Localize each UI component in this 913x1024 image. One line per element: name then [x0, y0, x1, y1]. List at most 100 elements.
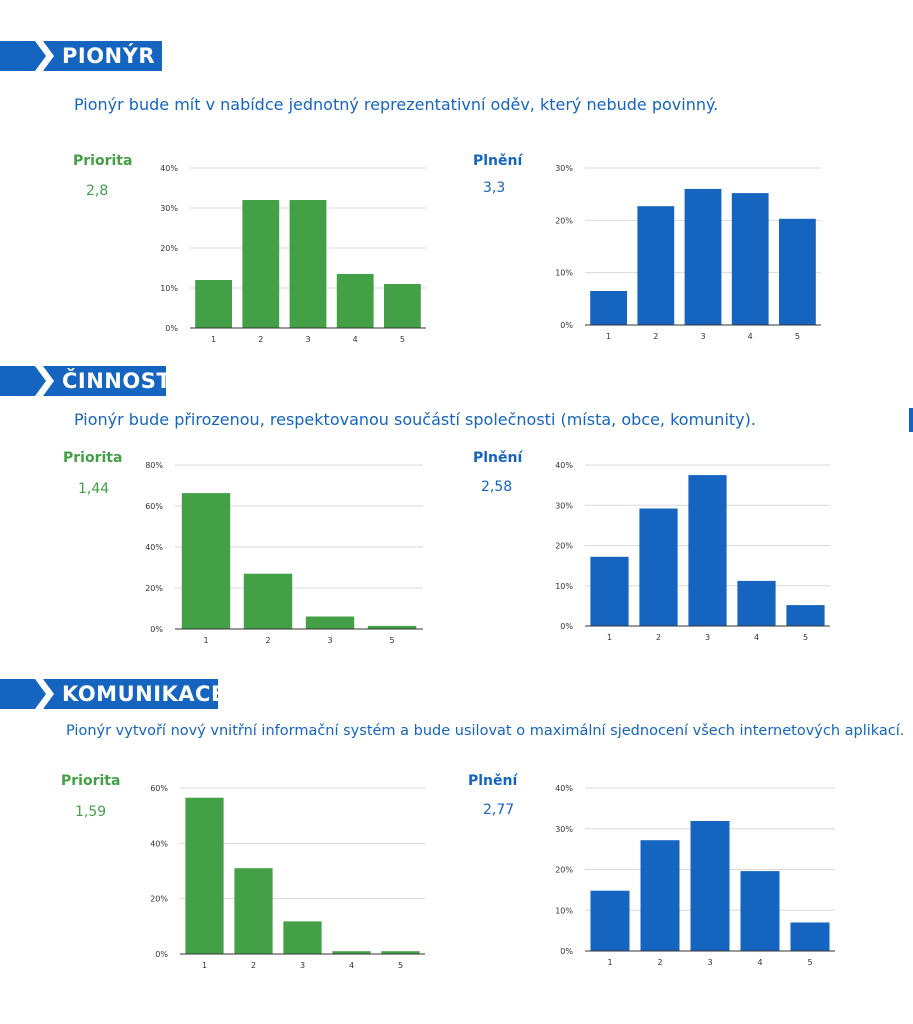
section-statement: Pionýr bude mít v nabídce jednotný repre…: [74, 95, 719, 114]
x-tick-label: 3: [707, 958, 712, 967]
bar: [740, 871, 780, 951]
y-tick-label: 30%: [555, 164, 573, 173]
x-tick-label: 2: [251, 961, 256, 970]
x-tick-label: 2: [258, 335, 263, 344]
x-tick-label: 2: [265, 636, 270, 645]
y-tick-label: 0%: [560, 622, 573, 631]
y-tick-label: 40%: [150, 839, 168, 848]
bar: [690, 821, 730, 951]
fulfillment-value: 2,77: [483, 802, 515, 818]
section-statement: Pionýr bude přirozenou, respektovanou so…: [74, 410, 756, 429]
y-tick-label: 30%: [160, 204, 178, 213]
bar: [737, 580, 776, 626]
y-tick-label: 20%: [555, 216, 573, 225]
chevron-right-icon: [35, 679, 54, 709]
bar: [234, 868, 273, 954]
bar: [684, 188, 722, 325]
priority-value: 2,8: [86, 183, 109, 199]
x-tick-label: 1: [202, 961, 207, 970]
bar: [384, 284, 421, 328]
section-title: PIONÝR: [62, 44, 156, 68]
fulfillment-value: 2,58: [481, 479, 513, 495]
y-tick-label: 20%: [150, 895, 168, 904]
section-banner-cinnost: ČINNOST: [0, 366, 166, 396]
y-tick-label: 10%: [555, 906, 573, 915]
y-tick-label: 10%: [160, 284, 178, 293]
bar: [367, 625, 417, 629]
y-tick-label: 20%: [160, 244, 178, 253]
priority-label: Priorita: [63, 450, 123, 466]
x-tick-label: 5: [807, 958, 812, 967]
y-tick-label: 20%: [145, 584, 163, 593]
bar: [786, 605, 825, 626]
priority-value: 1,44: [78, 481, 110, 497]
bar: [779, 218, 816, 325]
y-tick-label: 0%: [165, 324, 178, 333]
x-tick-label: 5: [795, 332, 800, 341]
fulfillment-label: Plnění: [473, 153, 523, 169]
bar: [639, 508, 678, 626]
y-tick-label: 0%: [155, 950, 168, 959]
fulfillment-chart-cinnost: 0% 10% 20% 30% 40% 1 2 3 4 5: [555, 461, 830, 642]
section-banner-pionyr: PIONÝR: [0, 41, 162, 71]
y-tick-label: 40%: [160, 164, 178, 173]
priority-chart-pionyr: 0% 10% 20% 30% 40% 1 2 3 4 5: [160, 164, 426, 344]
bar: [637, 206, 675, 325]
y-tick-label: 20%: [555, 866, 573, 875]
section-title: ČINNOST: [62, 369, 166, 393]
y-tick-label: 0%: [560, 321, 573, 330]
bar: [243, 573, 293, 629]
y-tick-label: 80%: [145, 461, 163, 470]
bar: [731, 193, 769, 325]
y-tick-label: 30%: [555, 501, 573, 510]
fulfillment-label: Plnění: [468, 773, 518, 789]
x-tick-label: 5: [400, 335, 405, 344]
x-tick-label: 4: [754, 633, 759, 642]
x-tick-label: 1: [607, 958, 612, 967]
x-tick-label: 4: [353, 335, 358, 344]
fulfillment-chart-komunikace: 0% 10% 20% 30% 40% 1 2 3 4 5: [555, 784, 835, 967]
priority-chart-cinnost: 0% 20% 40% 60% 80% 1 2 3 5: [145, 461, 423, 645]
bar: [195, 280, 232, 328]
chevron-right-icon: [35, 366, 54, 396]
x-tick-label: 1: [203, 636, 208, 645]
x-tick-label: 3: [305, 335, 310, 344]
x-tick-label: 3: [327, 636, 332, 645]
y-tick-label: 20%: [555, 542, 573, 551]
y-tick-label: 40%: [555, 784, 573, 793]
priority-chart-komunikace: 0% 20% 40% 60% 1 2 3 4 5: [150, 784, 425, 970]
y-tick-label: 0%: [560, 947, 573, 956]
section-title: KOMUNIKACE: [62, 682, 218, 706]
x-tick-label: 2: [656, 633, 661, 642]
x-tick-label: 5: [803, 633, 808, 642]
bar: [640, 840, 680, 951]
priority-value: 1,59: [75, 804, 107, 820]
priority-label: Priorita: [61, 773, 121, 789]
bar: [283, 921, 322, 954]
bar: [590, 291, 627, 325]
x-tick-label: 2: [657, 958, 662, 967]
x-tick-label: 5: [389, 636, 394, 645]
bar: [590, 890, 630, 951]
y-tick-label: 10%: [555, 269, 573, 278]
x-tick-label: 3: [300, 961, 305, 970]
x-tick-label: 2: [653, 332, 658, 341]
y-tick-label: 60%: [150, 784, 168, 793]
x-tick-label: 4: [748, 332, 753, 341]
x-tick-label: 3: [700, 332, 705, 341]
edge-marker: [909, 408, 913, 432]
bar: [305, 616, 355, 629]
chevron-right-icon: [35, 41, 54, 71]
y-tick-label: 40%: [555, 461, 573, 470]
bar: [381, 951, 420, 954]
x-tick-label: 4: [349, 961, 354, 970]
x-tick-label: 1: [606, 332, 611, 341]
fulfillment-value: 3,3: [483, 180, 506, 196]
fulfillment-chart-pionyr: 0% 10% 20% 30% 1 2 3 4 5: [555, 164, 821, 341]
y-tick-label: 0%: [150, 625, 163, 634]
x-tick-label: 1: [607, 633, 612, 642]
x-tick-label: 4: [757, 958, 762, 967]
x-tick-label: 5: [398, 961, 403, 970]
bar: [181, 493, 231, 629]
bar: [332, 951, 371, 954]
